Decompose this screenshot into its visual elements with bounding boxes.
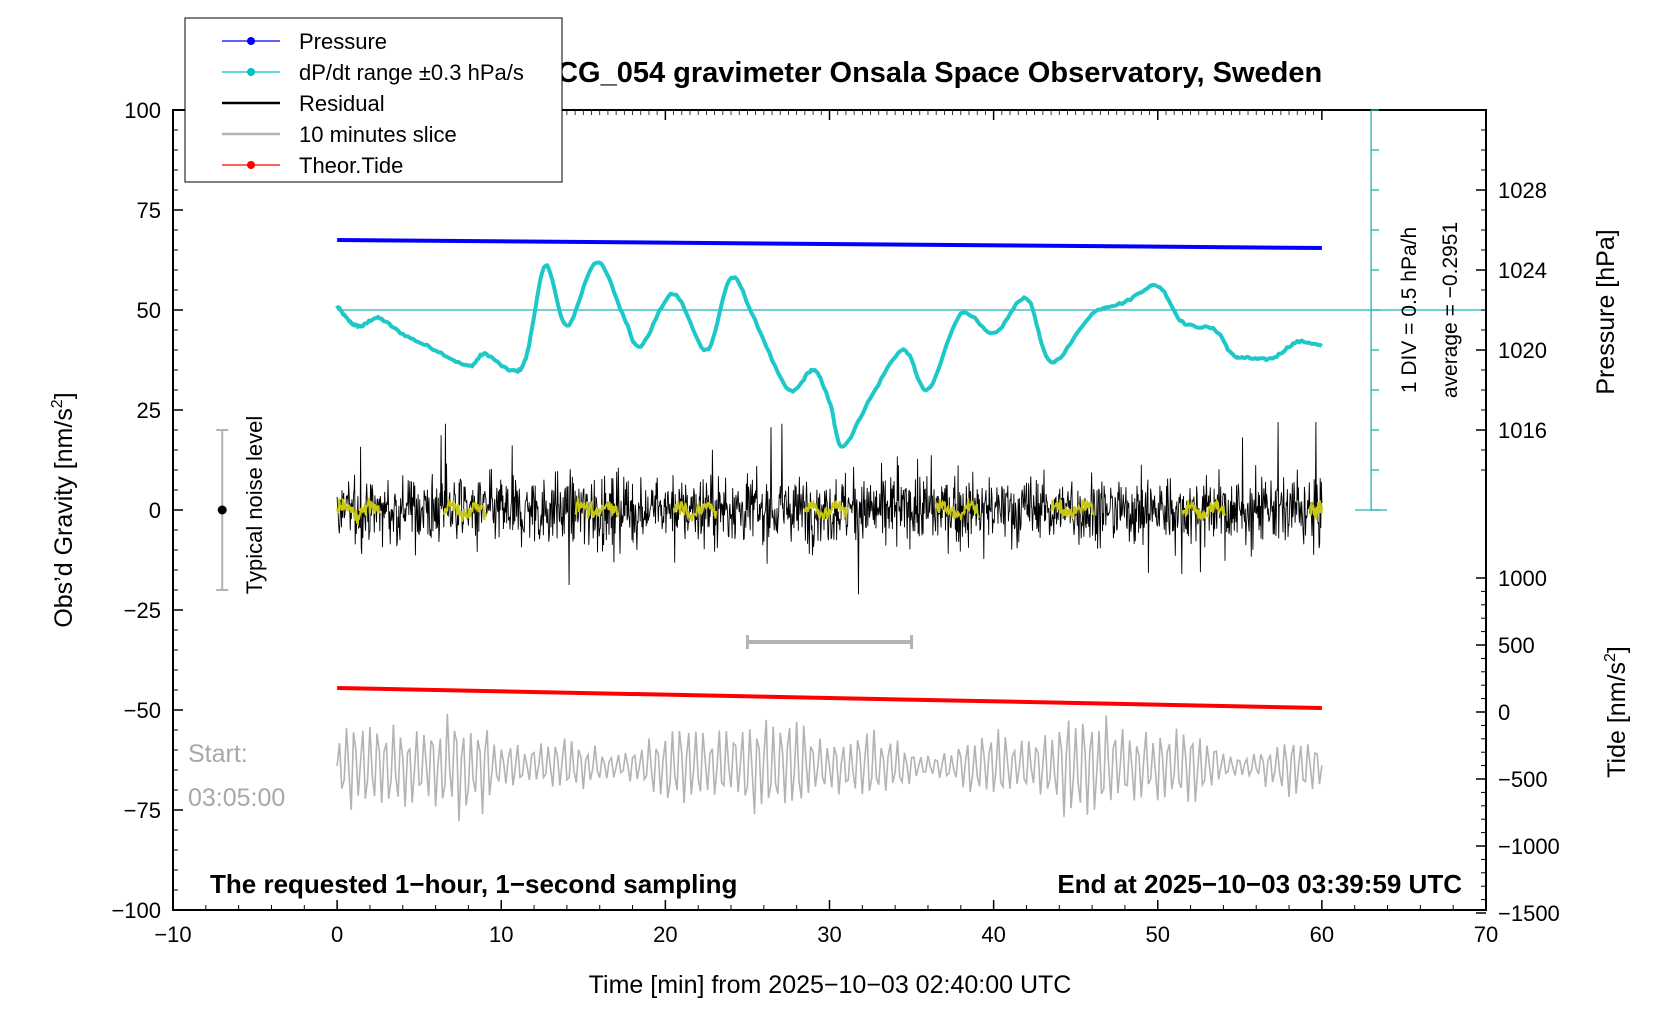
y-axis-pressure: 1028 1024 1020 1016	[1476, 129, 1547, 471]
tide-axis-label: Tide [nm/s2]	[1602, 646, 1631, 778]
y-tick-label: 25	[137, 398, 161, 423]
legend-marker	[247, 68, 255, 76]
dpdt-series	[335, 260, 1323, 449]
y-tick-label: −100	[111, 898, 161, 923]
legend-marker	[247, 161, 255, 169]
y-tick-label: 0	[149, 498, 161, 523]
bottom-right-annotation: End at 2025−10−03 03:39:59 UTC	[1057, 869, 1462, 899]
residual-slices	[336, 497, 1323, 527]
residual-slice-segment	[935, 498, 980, 521]
tide-tick-label: 500	[1498, 633, 1535, 658]
x-tick-label: 60	[1310, 922, 1334, 947]
legend-label: Theor.Tide	[299, 153, 403, 178]
y-axis-gravity: 100 75 50 25 0 −25 −50 −75 −100	[111, 98, 183, 923]
x-tick-label: 50	[1146, 922, 1170, 947]
y-axis-label-text: Obs’d Gravity [nm/s	[50, 408, 78, 628]
x-tick-label: 30	[817, 922, 841, 947]
residual-slice-segment	[442, 498, 488, 522]
legend-box	[184, 17, 563, 183]
noise-center-dot	[217, 505, 227, 515]
slice-line	[336, 713, 1323, 822]
residual-slice-segment	[1050, 499, 1095, 520]
tide-tick-label: 1000	[1498, 566, 1547, 591]
pressure-series	[337, 238, 1322, 250]
y-tick-label: −50	[124, 698, 161, 723]
legend: Pressure dP/dt range ±0.3 hPa/s Residual 10…	[184, 17, 563, 183]
pressure-tick-label: 1024	[1498, 258, 1547, 283]
dpdt-average-label: average = −0.2951	[1439, 222, 1462, 398]
noise-level-label: Typical noise level	[242, 416, 267, 595]
residual-slice-segment	[336, 497, 381, 527]
legend-items: Pressure dP/dt range ±0.3 hPa/s Residual 10…	[222, 29, 524, 178]
legend-label: dP/dt range ±0.3 hPa/s	[299, 60, 524, 85]
residual-series	[336, 421, 1323, 595]
tide-axis-label-text: Tide [nm/s	[1603, 662, 1631, 778]
y-tick-label: 100	[124, 98, 161, 123]
tide-tick-label: −1000	[1498, 834, 1560, 859]
residual-slice-segment	[574, 498, 619, 519]
dpdt-scale	[1355, 109, 1388, 511]
tide-tick-label: 0	[1498, 700, 1510, 725]
y-tick-label: −25	[124, 598, 161, 623]
pressure-axis-label: Pressure [hPa]	[1592, 229, 1620, 394]
start-label: Start:	[188, 740, 248, 768]
x-tick-label: 40	[981, 922, 1005, 947]
legend-label: 10 minutes slice	[299, 122, 457, 147]
dpdt-scale-label: 1 DIV = 0.5 hPa/h	[1398, 227, 1421, 393]
bottom-left-annotation: The requested 1−hour, 1−second sampling	[210, 869, 737, 899]
start-time: 03:05:00	[188, 784, 285, 812]
tide-tick-label: −500	[1498, 767, 1548, 792]
legend-label: Residual	[299, 91, 385, 116]
slice-series	[336, 713, 1323, 822]
tide-series	[337, 686, 1322, 710]
pressure-tick-label: 1028	[1498, 178, 1547, 203]
x-tick-label: 20	[653, 922, 677, 947]
legend-label: Pressure	[299, 29, 387, 54]
pressure-tick-label: 1020	[1498, 338, 1547, 363]
residual-line	[336, 421, 1323, 595]
residual-slice-segment	[803, 499, 849, 521]
chart-title: SCG_054 gravimeter Onsala Space Observat…	[538, 57, 1322, 89]
pressure-tick-label: 1016	[1498, 418, 1547, 443]
x-tick-label: −10	[154, 922, 191, 947]
residual-slice-segment	[672, 501, 718, 522]
y-axis-label-sup: 2	[49, 399, 66, 408]
y-tick-label: 50	[137, 298, 161, 323]
x-axis-label: Time [min] from 2025−10−03 02:40:00 UTC	[589, 971, 1072, 999]
tide-axis-label-sup: 2	[1602, 653, 1619, 662]
residual-slice-segment	[1309, 500, 1323, 521]
y-axis-label: Obs’d Gravity [nm/s2]	[49, 392, 78, 627]
tide-tick-label: −1500	[1498, 901, 1560, 926]
y-axis-label-close: ]	[50, 392, 78, 399]
slice-bar	[745, 635, 914, 649]
legend-marker	[247, 37, 255, 45]
tide-axis-label-close: ]	[1603, 646, 1631, 653]
noise-level-indicator	[216, 429, 229, 591]
y-tick-label: 75	[137, 198, 161, 223]
x-tick-label: 70	[1474, 922, 1498, 947]
residual-slice-segment	[1181, 498, 1226, 521]
y-tick-label: −75	[124, 798, 161, 823]
x-tick-label: 10	[489, 922, 513, 947]
y-axis-tide: 1000 500 0 −500 −1000 −1500	[1476, 566, 1560, 926]
x-tick-label: 0	[331, 922, 343, 947]
